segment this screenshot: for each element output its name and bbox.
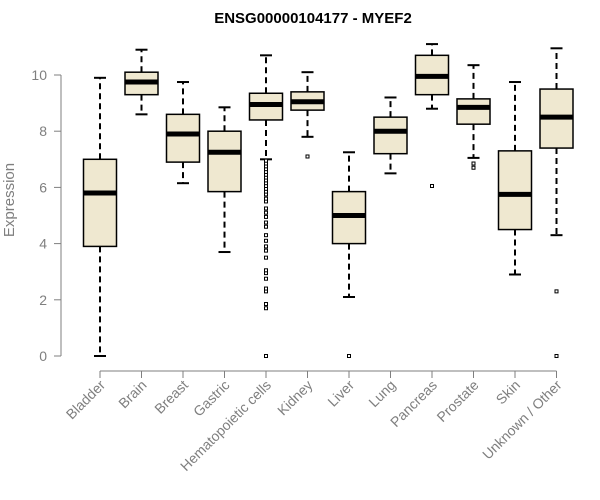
y-tick-label: 0 bbox=[39, 348, 47, 364]
y-tick-label: 8 bbox=[39, 123, 47, 139]
outlier-point bbox=[264, 302, 268, 307]
outlier-point bbox=[264, 306, 268, 311]
outlier-point bbox=[264, 196, 268, 201]
iqr-box bbox=[165, 113, 201, 163]
outlier-point bbox=[554, 354, 559, 358]
category-label-kidney: Kidney bbox=[274, 377, 316, 419]
outlier-point bbox=[264, 276, 268, 281]
outlier-point bbox=[264, 224, 268, 229]
box-liver bbox=[331, 151, 367, 358]
outlier-point bbox=[264, 210, 268, 215]
outlier-point bbox=[264, 244, 268, 249]
outlier-point bbox=[264, 268, 268, 273]
y-tick-label: 6 bbox=[39, 179, 47, 195]
chart-title: ENSG00000104177 - MYEF2 bbox=[214, 10, 412, 27]
box-brain bbox=[124, 48, 159, 116]
iqr-box bbox=[207, 130, 242, 193]
outlier-point bbox=[347, 354, 351, 358]
box-gastric bbox=[207, 106, 242, 254]
outlier-point bbox=[264, 238, 268, 243]
iqr-box bbox=[373, 116, 408, 155]
category-label-skin: Skin bbox=[493, 377, 524, 408]
y-tick-label: 2 bbox=[39, 292, 47, 308]
category-label-liver: Liver bbox=[324, 377, 357, 410]
box-breast bbox=[165, 81, 201, 185]
y-axis-label: Expression bbox=[1, 163, 18, 237]
outlier-point bbox=[264, 220, 268, 225]
box-prostate bbox=[456, 64, 491, 170]
outlier-point bbox=[430, 183, 434, 188]
outlier-point bbox=[264, 286, 268, 291]
box-lung bbox=[373, 96, 408, 175]
axes: 0 2 4 6 8 10 bbox=[31, 67, 557, 378]
iqr-box bbox=[82, 158, 118, 248]
category-label-unknown-other: Unknown / Other bbox=[479, 377, 565, 463]
box-unknown-other bbox=[539, 47, 574, 358]
category-label-bladder: Bladder bbox=[63, 377, 109, 423]
y-tick-label: 4 bbox=[39, 236, 47, 252]
box-skin bbox=[497, 81, 533, 276]
outlier-point bbox=[264, 206, 268, 211]
category-label-lung: Lung bbox=[365, 377, 398, 410]
box-bladder bbox=[82, 76, 118, 357]
category-label-brain: Brain bbox=[115, 377, 149, 411]
boxes-group bbox=[82, 43, 574, 358]
outlier-point bbox=[554, 289, 559, 294]
outlier-point bbox=[471, 161, 476, 166]
outlier-point bbox=[264, 354, 268, 358]
box-pancreas bbox=[414, 43, 450, 188]
y-tick-label: 10 bbox=[31, 67, 47, 83]
iqr-box bbox=[497, 150, 533, 231]
outlier-point bbox=[264, 248, 268, 253]
category-label-breast: Breast bbox=[151, 377, 191, 417]
outlier-point bbox=[305, 154, 310, 159]
outlier-point bbox=[471, 165, 476, 170]
outlier-point bbox=[264, 255, 268, 260]
box-hematopoietic-cells bbox=[248, 54, 284, 358]
iqr-box bbox=[456, 98, 491, 125]
category-label-prostate: Prostate bbox=[433, 377, 481, 425]
outlier-point bbox=[264, 158, 268, 163]
outlier-point bbox=[264, 233, 268, 238]
box-kidney bbox=[290, 71, 325, 159]
outlier-point bbox=[264, 214, 268, 219]
